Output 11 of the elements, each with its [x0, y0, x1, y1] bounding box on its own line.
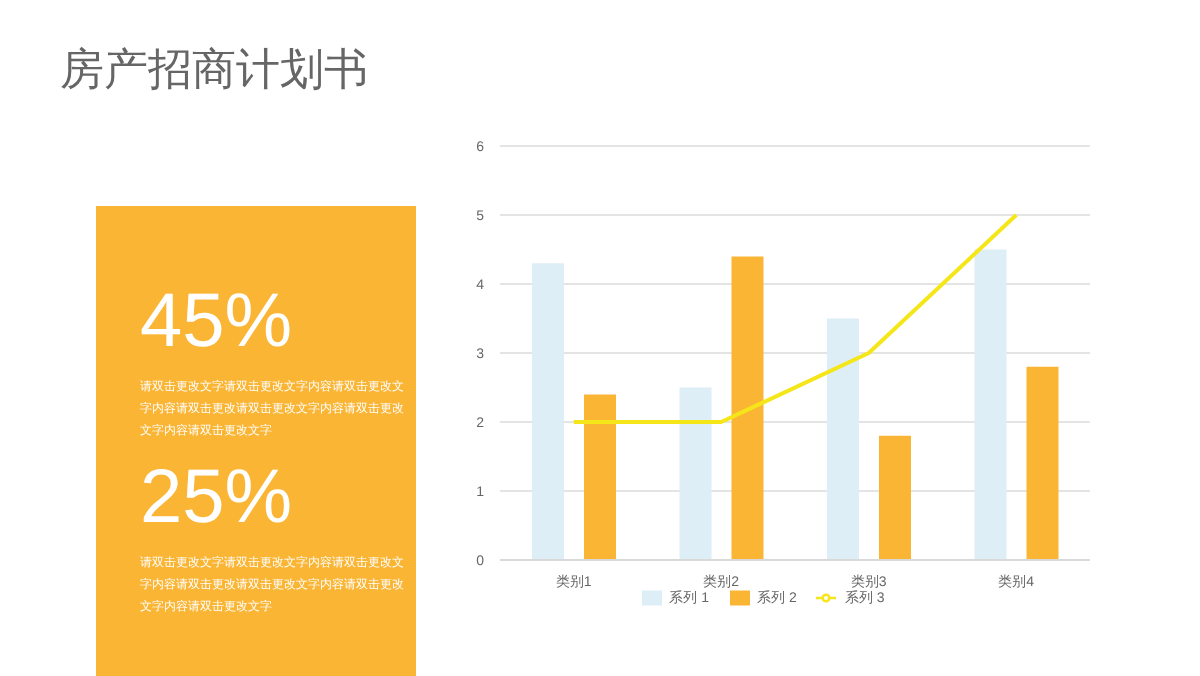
bar — [532, 263, 564, 560]
bar — [879, 435, 911, 560]
bar — [827, 318, 859, 560]
bar — [1026, 366, 1059, 560]
text: 25% — [140, 454, 295, 542]
bar — [584, 394, 616, 560]
bar — [974, 249, 1007, 560]
text: 房产招商计划书 — [60, 42, 368, 98]
text: 45% — [140, 278, 295, 366]
bar — [679, 387, 712, 560]
bar — [731, 256, 764, 560]
